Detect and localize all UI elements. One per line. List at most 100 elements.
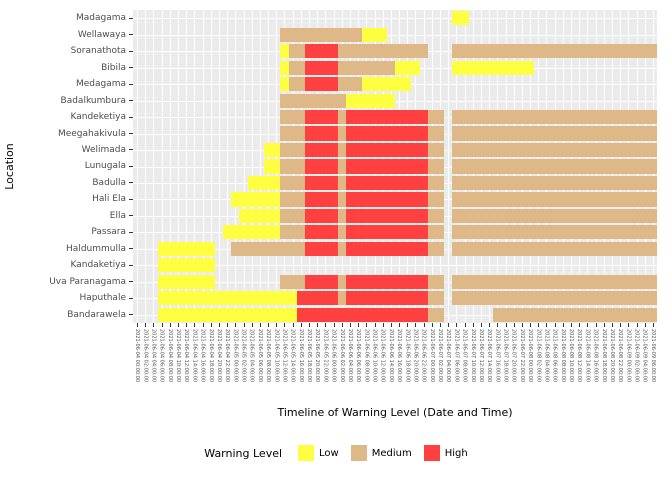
legend-item-high: High — [423, 445, 468, 461]
x-tick-label: 2021-06-08 14:00:00 — [584, 329, 591, 383]
x-tick-mark — [423, 323, 425, 327]
heatmap-tile — [345, 175, 428, 191]
heatmap-tile — [280, 192, 305, 207]
heatmap-tile — [452, 225, 657, 240]
heatmap-tile — [362, 27, 387, 42]
heatmap-tile — [427, 192, 445, 207]
y-tick-mark — [129, 116, 133, 118]
heatmap-tile — [264, 159, 281, 174]
y-tick-label: Uva Paranagama — [49, 276, 126, 287]
y-axis-row: Ella — [0, 208, 133, 224]
x-tick-mark — [333, 323, 335, 327]
heatmap-tile — [452, 274, 657, 289]
y-tick-mark — [129, 133, 133, 135]
x-tick-label: 2021-06-08 16:00:00 — [592, 329, 599, 383]
heatmap-tile — [345, 225, 428, 240]
x-tick-label: 2021-06-05 08:00:00 — [265, 329, 272, 383]
x-tick-mark — [513, 323, 515, 327]
heatmap-tile — [362, 77, 412, 92]
x-tick-mark — [636, 323, 638, 327]
y-axis-row: Badalkumbura — [0, 92, 133, 108]
x-tick-label: 2021-06-07 18:00:00 — [502, 329, 509, 383]
legend-swatch-medium-icon — [350, 445, 367, 461]
y-axis-row: Passara — [0, 224, 133, 240]
x-tick-mark — [309, 323, 311, 327]
heatmap-tile — [304, 225, 338, 240]
x-tick-mark — [505, 323, 507, 327]
heatmap-tile — [264, 142, 281, 158]
heatmap-tile — [395, 60, 420, 75]
x-tick-label: 2021-06-04 04:00:00 — [150, 329, 157, 383]
y-tick-mark — [129, 231, 133, 233]
x-tick-label: 2021-06-08 12:00:00 — [576, 329, 583, 383]
x-tick-label: 2021-06-05 16:00:00 — [297, 329, 304, 383]
y-axis-row: Haputhale — [0, 290, 133, 306]
x-tick-mark — [603, 323, 605, 327]
x-tick-mark — [300, 323, 302, 327]
x-tick-mark — [390, 323, 392, 327]
x-tick-mark — [595, 323, 597, 327]
legend-swatch-low-icon — [298, 445, 315, 461]
x-tick-mark — [259, 323, 261, 327]
heatmap-tile — [223, 225, 281, 240]
y-tick-mark — [129, 198, 133, 200]
heatmap-tile — [296, 307, 428, 322]
x-tick-label: 2021-06-08 06:00:00 — [551, 329, 558, 383]
x-tick-label: 2021-06-05 14:00:00 — [289, 329, 296, 383]
y-axis-row: Kandeketiya — [0, 109, 133, 125]
x-tick-mark — [456, 323, 458, 327]
y-tick-label: Madagama — [75, 13, 126, 24]
y-tick-label: Bibila — [101, 62, 126, 73]
x-tick-mark — [382, 323, 384, 327]
x-tick-mark — [227, 323, 229, 327]
gridline-horizontal — [133, 100, 657, 102]
heatmap-tile — [427, 225, 445, 240]
heatmap-tile — [427, 307, 445, 322]
heatmap-tile — [304, 274, 338, 289]
heatmap-tile — [427, 109, 445, 125]
heatmap-tile — [337, 241, 346, 256]
y-tick-mark — [129, 165, 133, 167]
y-tick-label: Soranathota — [70, 46, 126, 57]
x-tick-label: 2021-06-07 20:00:00 — [510, 329, 517, 383]
gridline-horizontal — [133, 265, 657, 267]
x-tick-label: 2021-06-05 22:00:00 — [322, 329, 329, 383]
y-tick-mark — [129, 215, 133, 217]
x-tick-label: 2021-06-05 20:00:00 — [314, 329, 321, 383]
heatmap-tile — [345, 126, 428, 141]
x-tick-mark — [489, 323, 491, 327]
heatmap-tile — [427, 142, 445, 158]
x-tick-label: 2021-06-08 18:00:00 — [600, 329, 607, 383]
x-tick-mark — [366, 323, 368, 327]
y-axis-row: Kandaketiya — [0, 257, 133, 273]
y-axis-row: Madagama — [0, 10, 133, 26]
x-tick-label: 2021-06-06 08:00:00 — [363, 329, 370, 383]
heatmap-tile — [345, 93, 395, 108]
heatmap-tile — [337, 208, 346, 223]
legend-label-medium: Medium — [371, 447, 412, 459]
y-tick-mark — [129, 34, 133, 36]
heatmap-tile — [345, 192, 428, 207]
heatmap-tile — [452, 60, 535, 75]
heatmap-tile — [280, 159, 305, 174]
heatmap-tile — [427, 208, 445, 223]
gridline-horizontal — [133, 34, 657, 36]
y-tick-mark — [129, 248, 133, 250]
y-axis-row: Hali Ela — [0, 191, 133, 207]
heatmap-tile — [427, 159, 445, 174]
y-tick-label: Medagama — [75, 79, 126, 90]
x-tick-mark — [137, 323, 139, 327]
x-tick-label: 2021-06-07 00:00:00 — [428, 329, 435, 383]
heatmap-tile — [452, 109, 657, 125]
heatmap-tile — [337, 159, 346, 174]
heatmap-tile — [345, 142, 428, 158]
x-tick-label: 2021-06-08 22:00:00 — [617, 329, 624, 383]
y-tick-label: Kandeketiya — [70, 112, 126, 123]
heatmap-tile — [280, 225, 305, 240]
x-tick-mark — [374, 323, 376, 327]
x-tick-label: 2021-06-08 08:00:00 — [559, 329, 566, 383]
x-tick-label: 2021-06-06 14:00:00 — [387, 329, 394, 383]
x-tick-mark — [562, 323, 564, 327]
y-tick-mark — [129, 314, 133, 316]
heatmap-tile — [427, 291, 445, 306]
